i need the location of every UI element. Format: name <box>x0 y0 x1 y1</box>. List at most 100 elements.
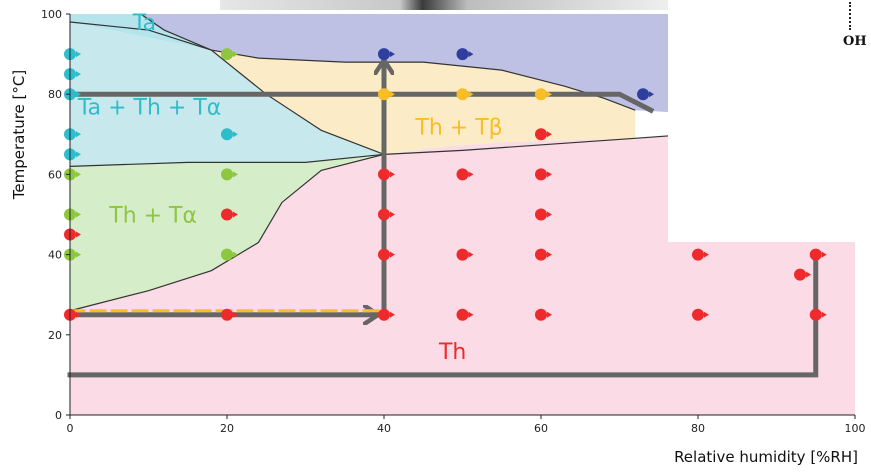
data-point-arrow-icon <box>76 51 81 58</box>
data-point-arrow-icon <box>390 251 395 258</box>
data-point-arrow-icon <box>233 311 238 318</box>
data-point-arrow-icon <box>390 91 395 98</box>
data-point-15 <box>221 308 238 321</box>
data-point-arrow-icon <box>704 311 709 318</box>
x-tick-label: 60 <box>534 422 548 435</box>
y-tick-label: 80 <box>48 88 62 101</box>
path-line-2 <box>67 91 655 114</box>
data-point-marker <box>221 128 233 141</box>
data-point-30 <box>535 208 552 221</box>
x-tick-label: 80 <box>691 422 705 435</box>
data-point-arrow-icon <box>468 91 474 98</box>
x-tick-label: 20 <box>220 422 234 435</box>
chemical-label: OH <box>843 34 867 49</box>
data-point-marker <box>692 248 704 261</box>
data-point-arrow-icon <box>821 251 827 258</box>
phase-region-4 <box>70 122 855 416</box>
data-point-marker <box>378 48 390 61</box>
data-point-arrow-icon <box>547 91 552 98</box>
data-point-marker <box>456 248 469 261</box>
data-point-34 <box>692 248 709 261</box>
region-labels: Ta Ta + Th + Tα Th + Tα Th + Tβ Th <box>77 11 503 365</box>
data-point-arrow-icon <box>233 51 238 58</box>
data-point-arrow-icon <box>76 231 81 238</box>
phase-boundary-2 <box>140 13 212 51</box>
region-label-2: Th + Tα <box>108 204 197 229</box>
data-point-marker <box>378 308 390 321</box>
data-point-29 <box>535 168 552 181</box>
data-point-arrow-icon <box>76 171 81 178</box>
data-point-32 <box>535 308 552 321</box>
data-point-arrow-icon <box>76 71 81 78</box>
data-point-12 <box>221 168 238 181</box>
data-point-arrow-icon <box>76 151 81 158</box>
data-point-marker <box>794 268 807 281</box>
data-point-21 <box>378 308 395 321</box>
y-tick-label: 60 <box>48 168 62 181</box>
data-point-arrow-icon <box>468 311 474 318</box>
data-point-marker <box>378 248 390 261</box>
data-point-marker <box>692 308 704 321</box>
data-point-38 <box>809 308 827 321</box>
data-point-arrow-icon <box>547 251 552 258</box>
data-point-marker <box>456 308 469 321</box>
data-point-marker <box>456 168 469 181</box>
y-tick-label: 100 <box>41 8 62 21</box>
data-point-25 <box>456 248 474 261</box>
data-point-arrow-icon <box>76 91 81 98</box>
data-point-arrow-icon <box>390 171 395 178</box>
data-point-arrow-icon <box>821 311 827 318</box>
data-point-arrow-icon <box>468 251 474 258</box>
overlay-panel <box>668 0 871 242</box>
region-label-0: Ta <box>132 11 156 36</box>
data-point-13 <box>221 208 238 221</box>
x-tick-label: 0 <box>67 422 74 435</box>
data-point-marker <box>535 248 547 261</box>
y-axis-title: Temperature [°C] <box>10 70 28 200</box>
data-point-17 <box>378 88 395 101</box>
data-point-36 <box>794 268 812 281</box>
data-point-18 <box>378 168 395 181</box>
data-points <box>64 48 827 321</box>
data-point-marker <box>221 168 233 181</box>
data-point-arrow-icon <box>547 171 552 178</box>
dotted-bond-icon <box>849 2 853 30</box>
photo-fragment <box>220 0 670 10</box>
data-point-marker <box>378 208 390 221</box>
data-point-arrow-icon <box>649 91 655 98</box>
data-point-marker <box>221 248 233 261</box>
y-tick-label: 0 <box>55 409 62 422</box>
data-point-marker <box>535 128 547 141</box>
data-point-marker <box>535 208 547 221</box>
axes: 0 20 40 60 80 100 0 20 40 60 80 100 Relative humidit… <box>10 8 866 466</box>
data-point-10 <box>221 48 238 61</box>
data-point-26 <box>456 308 474 321</box>
data-point-35 <box>692 308 709 321</box>
data-point-arrow-icon <box>76 211 81 218</box>
data-point-arrow-icon <box>390 51 395 58</box>
data-point-arrow-icon <box>390 211 395 218</box>
path-line-3 <box>67 252 819 378</box>
data-point-28 <box>535 128 552 141</box>
data-point-arrow-icon <box>468 51 474 58</box>
data-point-arrow-icon <box>76 311 81 318</box>
data-point-22 <box>456 48 474 61</box>
data-point-20 <box>378 248 395 261</box>
data-point-33 <box>637 88 655 101</box>
data-point-arrow-icon <box>547 131 552 138</box>
data-point-arrow-icon <box>547 311 552 318</box>
data-point-marker <box>378 168 390 181</box>
data-point-marker <box>456 88 469 101</box>
data-point-11 <box>221 128 238 141</box>
x-axis-title: Relative humidity [%RH] <box>674 448 858 466</box>
data-point-marker <box>637 88 650 101</box>
data-point-marker <box>535 308 547 321</box>
x-tick-label: 100 <box>845 422 866 435</box>
phase-boundary-0 <box>69 21 385 155</box>
data-point-14 <box>221 248 238 261</box>
phase-region-3 <box>211 50 636 155</box>
data-point-arrow-icon <box>547 211 552 218</box>
data-point-23 <box>456 88 474 101</box>
data-point-arrow-icon <box>76 251 81 258</box>
